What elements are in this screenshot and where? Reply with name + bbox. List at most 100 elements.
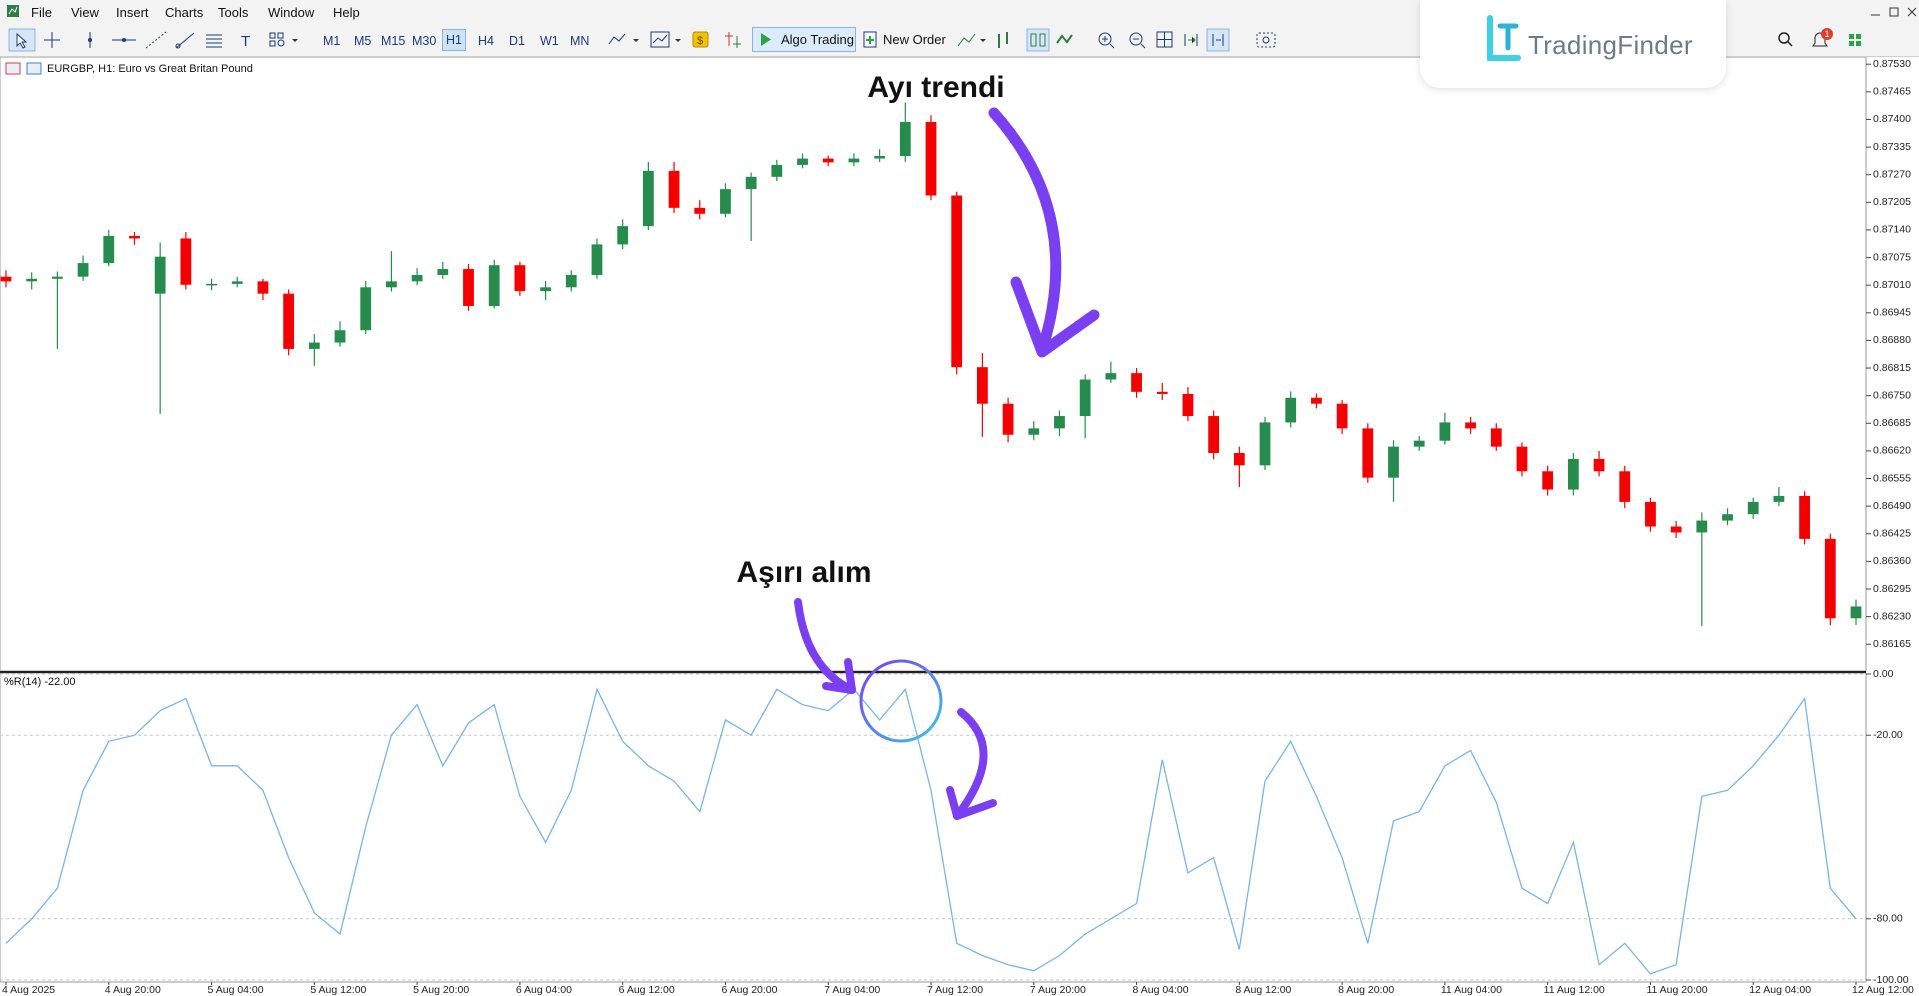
candle-body	[1388, 446, 1399, 478]
algo-trading-label[interactable]: Algo Trading	[781, 32, 854, 47]
candle-body	[1670, 526, 1682, 533]
menu-item[interactable]: Tools	[218, 5, 249, 20]
candle-body	[1002, 403, 1014, 435]
x-tick-label: 8 Aug 04:00	[1133, 984, 1189, 996]
y-tick-label: 0.86685	[1873, 417, 1911, 429]
candle-body	[540, 287, 551, 292]
candle-body	[642, 170, 654, 227]
status-icons[interactable]: 1	[1775, 28, 1865, 52]
menu-item[interactable]: File	[31, 5, 52, 20]
menu-item[interactable]: Charts	[165, 5, 204, 20]
new-order-label[interactable]: New Order	[883, 32, 946, 47]
candle-body	[1516, 446, 1528, 472]
x-tick-label: 12 Aug 12:00	[1852, 984, 1914, 996]
candle-body	[334, 330, 346, 343]
chart-icon	[26, 62, 42, 75]
candle-body	[1079, 379, 1091, 417]
candle-body	[1362, 428, 1374, 478]
timeframe[interactable]: M30	[412, 34, 437, 48]
x-tick-label: 5 Aug 12:00	[310, 984, 366, 996]
candle-body	[51, 276, 63, 279]
menu-item[interactable]: Help	[333, 5, 360, 20]
timeframe[interactable]: M5	[354, 34, 372, 48]
x-tick-label: 11 Aug 12:00	[1544, 984, 1605, 996]
candle-body	[951, 195, 963, 368]
chart-title: EURGBP, H1: Euro vs Great Britan Pound	[47, 63, 253, 75]
svg-text:$: $	[697, 35, 703, 47]
arrow	[953, 708, 988, 820]
candle-body	[1182, 393, 1194, 417]
candle-body	[0, 276, 12, 282]
tool-icons[interactable]: $	[605, 28, 755, 52]
candle-body	[1311, 397, 1322, 404]
timeframe[interactable]: M1	[323, 34, 341, 48]
arrow-head	[946, 786, 997, 820]
logo: TradingFinder	[1420, 0, 1726, 88]
candle-body	[1542, 471, 1554, 490]
window-controls[interactable]	[1866, 3, 1919, 21]
x-tick-label: 4 Aug 20:00	[105, 984, 161, 996]
candle-body	[26, 278, 38, 282]
candle-body	[206, 283, 217, 286]
logo-text: TradingFinder	[1528, 30, 1693, 60]
y-tick-label: 0.86750	[1873, 389, 1911, 401]
new-order-icon[interactable]	[862, 28, 880, 52]
candle-body	[103, 235, 115, 264]
arrow	[988, 107, 1062, 356]
candle-body	[1285, 397, 1297, 423]
menu-item[interactable]: Insert	[116, 5, 149, 20]
y-tick-label: 0.87205	[1873, 196, 1911, 208]
candle-body	[745, 176, 757, 190]
indicator-panel	[0, 672, 1867, 983]
candle-body	[1567, 458, 1579, 490]
timeframe[interactable]: H4	[478, 34, 494, 48]
toolbar: T M1 M5 M15 M30 H1 H4 D1 W1 MN $ Algo Tr…	[0, 23, 1919, 57]
timeframe[interactable]: MN	[570, 34, 590, 48]
candle-body	[976, 367, 988, 404]
candle-body	[154, 256, 166, 294]
y-tick-label: 0.86815	[1873, 362, 1911, 374]
x-tick-label: 4 Aug 2025	[2, 984, 55, 996]
timeframe[interactable]: W1	[540, 34, 559, 48]
y-tick-label: 0.86425	[1873, 528, 1911, 540]
candle-body	[1490, 428, 1502, 447]
chart-icon	[5, 62, 21, 75]
logo-icon	[1487, 15, 1521, 61]
x-tick-label: 5 Aug 04:00	[208, 984, 264, 996]
candle-body	[1850, 606, 1862, 619]
x-tick-label: 6 Aug 20:00	[721, 984, 777, 996]
indicator-title: %R(14) -22.00	[4, 676, 76, 688]
candle-body	[1208, 416, 1220, 454]
candle-body	[899, 122, 911, 157]
algo-trading-button[interactable]	[752, 27, 856, 52]
candle-body	[386, 281, 397, 288]
close[interactable]	[1907, 7, 1917, 17]
candle-body	[720, 189, 731, 214]
candle-body	[1259, 422, 1271, 466]
candle-body	[1156, 391, 1168, 394]
candle-body	[1336, 403, 1348, 429]
notification-badge: 1	[1824, 29, 1829, 39]
menu-item[interactable]: Window	[268, 5, 315, 20]
tool-icons[interactable]	[955, 28, 1285, 52]
candle-body	[848, 158, 860, 163]
candle-body	[771, 164, 783, 177]
y-tick-label: 0.87400	[1873, 113, 1911, 125]
restore[interactable]	[1889, 7, 1899, 17]
tool-icons[interactable]: T	[8, 28, 308, 52]
candle-body	[1645, 501, 1656, 527]
x-tick-label: 6 Aug 12:00	[619, 984, 675, 996]
candle-body	[1722, 514, 1733, 521]
candle-body	[1028, 428, 1040, 435]
timeframe[interactable]: D1	[509, 34, 525, 48]
timeframe[interactable]: M15	[381, 34, 406, 48]
highlight-circle	[859, 659, 943, 743]
annotation: Ayı trendi	[867, 71, 1004, 104]
y-tick-label: -100.00	[1873, 974, 1909, 986]
y-tick-label: -80.00	[1873, 913, 1903, 925]
menu-item[interactable]: View	[71, 5, 99, 20]
timeframe[interactable]: H1	[442, 29, 466, 51]
y-tick-label: 0.87075	[1873, 251, 1911, 263]
candle-body	[463, 269, 474, 306]
